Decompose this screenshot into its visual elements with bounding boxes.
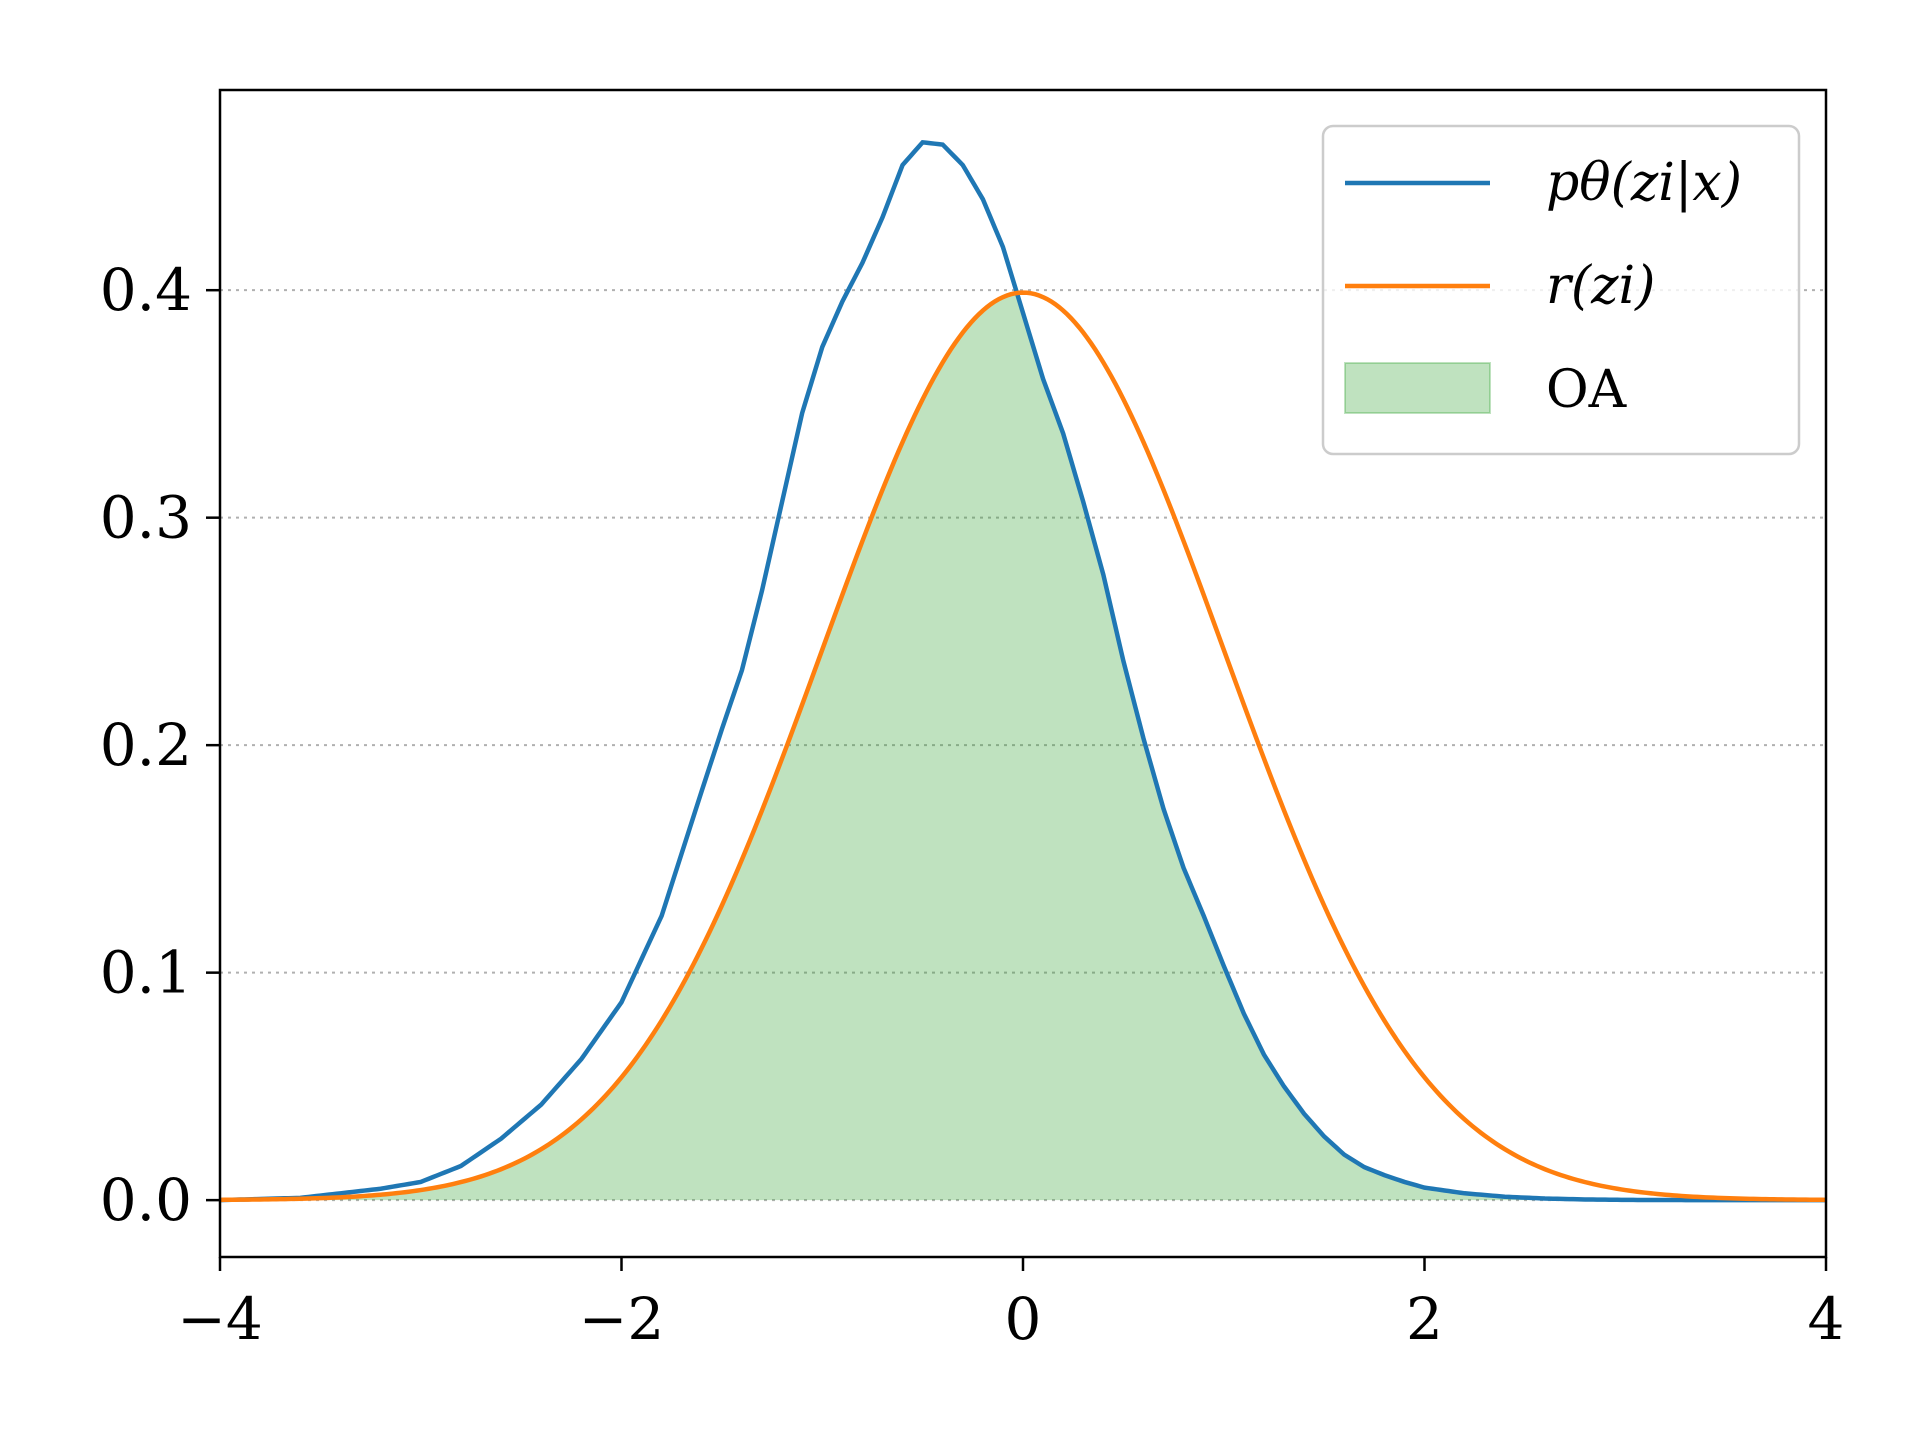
- legend-box: [1321, 124, 1801, 456]
- x-tick-label-1: −2: [579, 1285, 665, 1353]
- series-r-line: [219, 290, 1827, 1203]
- series-p-line: [219, 139, 1826, 1203]
- x-axis: −4 −2 0 2 4: [177, 1257, 1844, 1353]
- x-tick-label-2: 0: [1005, 1285, 1042, 1353]
- y-tick-label-0: 0.0: [100, 1166, 192, 1234]
- legend-swatch-oa: [1344, 362, 1491, 414]
- legend-label-p: pθ(zi|x): [1546, 153, 1742, 213]
- legend-label-r: r(zi): [1546, 256, 1655, 316]
- x-tick-label-4: 4: [1808, 1285, 1845, 1353]
- overlap-area-fill: [220, 293, 1826, 1201]
- legend: pθ(zi|x) r(zi) OA: [1321, 124, 1801, 456]
- x-tick-label-3: 2: [1406, 1285, 1443, 1353]
- y-tick-label-1: 0.1: [100, 939, 192, 1007]
- y-axis: 0.0 0.1 0.2 0.3 0.4: [100, 256, 220, 1234]
- x-tick-label-0: −4: [177, 1285, 263, 1353]
- y-tick-label-4: 0.4: [100, 256, 192, 324]
- y-tick-label-2: 0.2: [100, 711, 192, 779]
- y-tick-label-3: 0.3: [100, 484, 192, 552]
- legend-label-oa: OA: [1546, 360, 1628, 420]
